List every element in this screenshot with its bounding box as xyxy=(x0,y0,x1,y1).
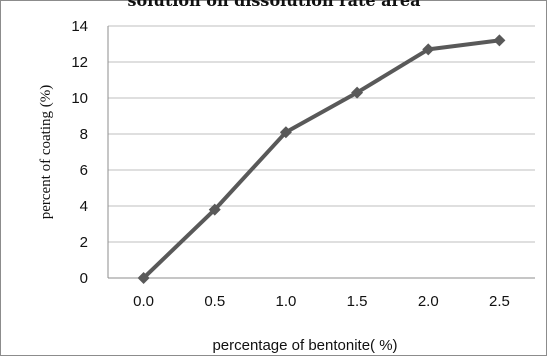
series-line xyxy=(142,38,500,280)
data-point xyxy=(137,272,150,284)
y-tick-label: 2 xyxy=(80,234,88,251)
y-tick-label: 6 xyxy=(80,162,88,179)
x-tick-label: 1.5 xyxy=(347,293,368,310)
x-tick-label: 0.5 xyxy=(204,293,225,310)
x-tick-label: 0.0 xyxy=(133,293,154,310)
y-tick-labels: 0 2 4 6 8 10 12 14 xyxy=(71,18,88,287)
data-point xyxy=(493,34,506,47)
y-tick-label: 10 xyxy=(71,90,88,107)
x-tick-label: 1.0 xyxy=(275,293,296,310)
data-point xyxy=(351,86,364,99)
y-tick-label: 12 xyxy=(71,54,88,71)
y-axis-label: percent of coating (%) xyxy=(38,85,54,220)
x-tick-label: 2.5 xyxy=(489,293,510,310)
data-point xyxy=(279,126,292,139)
x-tick-labels: 0.0 0.5 1.0 1.5 2.0 2.5 xyxy=(133,293,510,310)
series-coating xyxy=(137,34,506,284)
chart-title: solution on dissolution rate area xyxy=(128,0,421,10)
axes xyxy=(107,26,535,279)
y-tick-label: 4 xyxy=(80,198,88,215)
y-tick-label: 14 xyxy=(71,18,88,35)
data-point xyxy=(208,203,221,216)
y-tick-label: 0 xyxy=(80,270,88,287)
x-tick-label: 2.0 xyxy=(418,293,439,310)
x-axis-label: percentage of bentonite( %) xyxy=(212,337,397,354)
y-tick-label: 8 xyxy=(80,126,88,143)
data-point xyxy=(422,43,435,56)
